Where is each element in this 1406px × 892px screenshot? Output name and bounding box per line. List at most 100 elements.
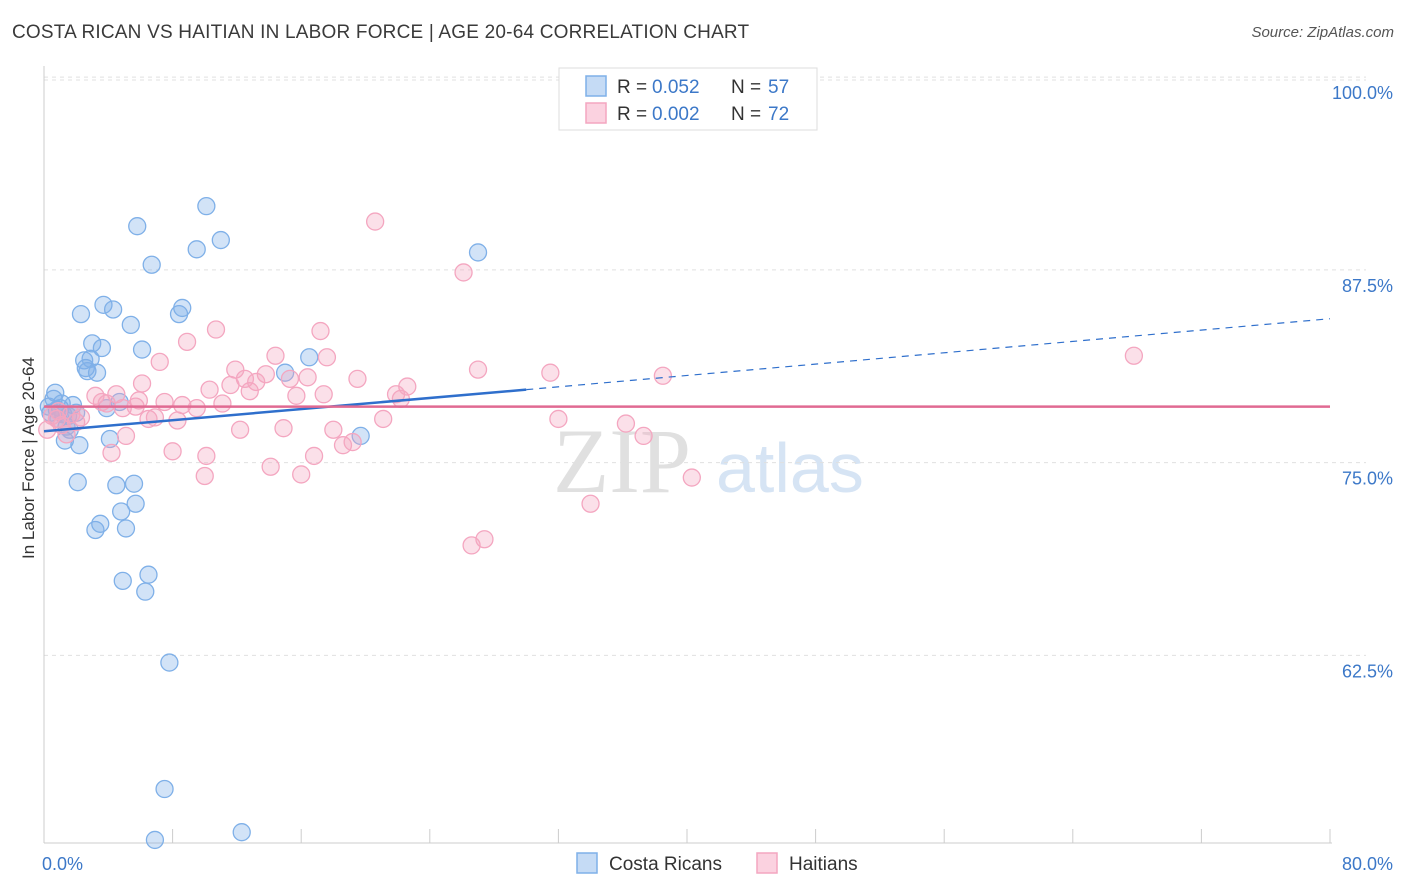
haitians-point-36 — [256, 365, 275, 384]
costa-ricans-point-36 — [121, 315, 140, 335]
haitians-point-68 — [1124, 346, 1144, 365]
haitians-point-64 — [616, 414, 636, 433]
y-tick-label-1: 75.0% — [1342, 469, 1393, 489]
legend-n-label-2: N = — [731, 104, 761, 125]
bottom-legend-swatch-costa-ricans — [576, 852, 598, 874]
bottom-legend-swatch-haitians — [756, 852, 778, 874]
haitians-point-52 — [365, 212, 385, 231]
costa-ricans-point-34 — [113, 571, 132, 591]
haitians-point-62 — [549, 409, 568, 429]
legend-swatch-haitians — [585, 102, 607, 124]
costa-ricans-point-43 — [142, 255, 161, 274]
costa-ricans-point-50 — [197, 197, 216, 216]
haitians-point-39 — [274, 419, 293, 438]
bottom-legend-label-haitians: Haitians — [789, 854, 858, 875]
haitians-point-71 — [97, 394, 116, 413]
haitians-point-24 — [187, 399, 206, 418]
haitians-point-59 — [468, 360, 488, 379]
haitians-point-42 — [292, 465, 311, 484]
haitians-points — [38, 212, 1144, 555]
costa-ricans-point-52 — [232, 823, 251, 842]
haitians-point-32 — [230, 420, 250, 439]
x-tick-min: 0.0% — [42, 854, 83, 874]
haitians-point-61 — [541, 363, 560, 382]
haitians-point-29 — [213, 394, 232, 413]
costa-ricans-point-9 — [55, 431, 75, 450]
y-tick-label-0: 62.5% — [1342, 661, 1393, 681]
legend-r-label-1: R = — [617, 77, 647, 98]
x-tick-max: 80.0% — [1342, 854, 1393, 874]
haitians-point-60 — [475, 530, 494, 549]
watermark-atlas: atlas — [716, 429, 864, 507]
haitians-point-41 — [287, 386, 306, 405]
haitians-point-37 — [261, 457, 280, 476]
costa-ricans-point-22 — [83, 334, 102, 353]
costa-ricans-point-46 — [160, 653, 179, 672]
haitians-point-45 — [311, 321, 330, 341]
source-label: Source: ZipAtlas.com — [1251, 24, 1394, 41]
legend: R = 0.052 N = 57 R = 0.002 N = 72 — [558, 67, 818, 131]
costa-ricans-point-24 — [87, 363, 107, 382]
costa-ricans-point-40 — [132, 340, 152, 359]
costa-ricans-point-27 — [94, 295, 113, 314]
costa-ricans-point-48 — [173, 298, 192, 318]
bottom-legend-label-costa-ricans: Costa Ricans — [609, 854, 722, 875]
haitians-point-23 — [177, 332, 197, 352]
haitians-point-57 — [454, 263, 473, 282]
costa-ricans-point-51 — [211, 230, 230, 250]
chart-title: COSTA RICAN VS HAITIAN IN LABOR FORCE | … — [12, 22, 750, 43]
costa-ricans-point-30 — [103, 300, 123, 319]
haitians-point-9 — [102, 443, 121, 463]
haitians-point-65 — [634, 426, 653, 446]
trend-lines — [43, 318, 1331, 433]
haitians-point-34 — [240, 382, 259, 401]
haitians-point-18 — [150, 352, 169, 372]
legend-n-label-1: N = — [731, 77, 761, 98]
costa-ricans-point-45 — [155, 779, 174, 799]
costa-ricans-point-42 — [139, 565, 158, 584]
legend-n-value-1: 57 — [768, 77, 789, 98]
haitians-point-12 — [116, 426, 136, 446]
haitians-point-35 — [247, 372, 266, 392]
haitians-point-25 — [195, 466, 214, 486]
haitians-point-63 — [581, 494, 600, 513]
legend-r-value-2: 0.002 — [652, 104, 700, 125]
haitians-point-22 — [173, 395, 192, 415]
costa-ricans-point-41 — [136, 582, 155, 601]
haitians-point-40 — [280, 369, 300, 389]
costa-ricans-point-39 — [128, 217, 147, 236]
costa-ricans-trend-dashed — [526, 318, 1331, 391]
haitians-point-50 — [343, 432, 362, 452]
haitians-point-43 — [298, 368, 317, 387]
costa-ricans-point-23 — [86, 520, 105, 540]
haitians-point-19 — [155, 392, 174, 412]
costa-ricans-point-25 — [91, 514, 110, 533]
watermark-zip: ZIP — [553, 410, 691, 512]
haitians-point-38 — [266, 346, 285, 365]
costa-ricans-point-44 — [145, 830, 165, 850]
axes — [43, 66, 1332, 844]
legend-swatch-costa-ricans — [585, 75, 607, 97]
haitians-point-69 — [49, 402, 68, 421]
costa-ricans-point-33 — [112, 502, 131, 521]
y-tick-labels: 62.5% 75.0% 87.5% 100.0% — [1332, 83, 1393, 681]
legend-n-value-2: 72 — [768, 104, 789, 125]
y-tick-label-3: 100.0% — [1332, 83, 1393, 103]
costa-ricans-point-49 — [187, 240, 206, 259]
costa-ricans-point-54 — [300, 348, 319, 367]
haitians-point-47 — [317, 348, 337, 367]
haitians-point-66 — [653, 366, 673, 385]
haitians-point-51 — [348, 369, 367, 389]
costa-ricans-point-31 — [107, 476, 126, 495]
costa-ricans-point-16 — [70, 436, 89, 455]
haitians-point-26 — [197, 446, 216, 466]
costa-ricans-point-38 — [126, 494, 145, 513]
costa-ricans-point-35 — [116, 519, 136, 538]
costa-ricans-point-15 — [68, 473, 87, 492]
haitians-point-20 — [163, 442, 182, 461]
haitians-point-15 — [132, 374, 152, 393]
legend-r-value-1: 0.052 — [652, 77, 700, 98]
y-axis-label: In Labor Force | Age 20-64 — [19, 357, 38, 559]
costa-ricans-trend-solid — [43, 388, 527, 433]
